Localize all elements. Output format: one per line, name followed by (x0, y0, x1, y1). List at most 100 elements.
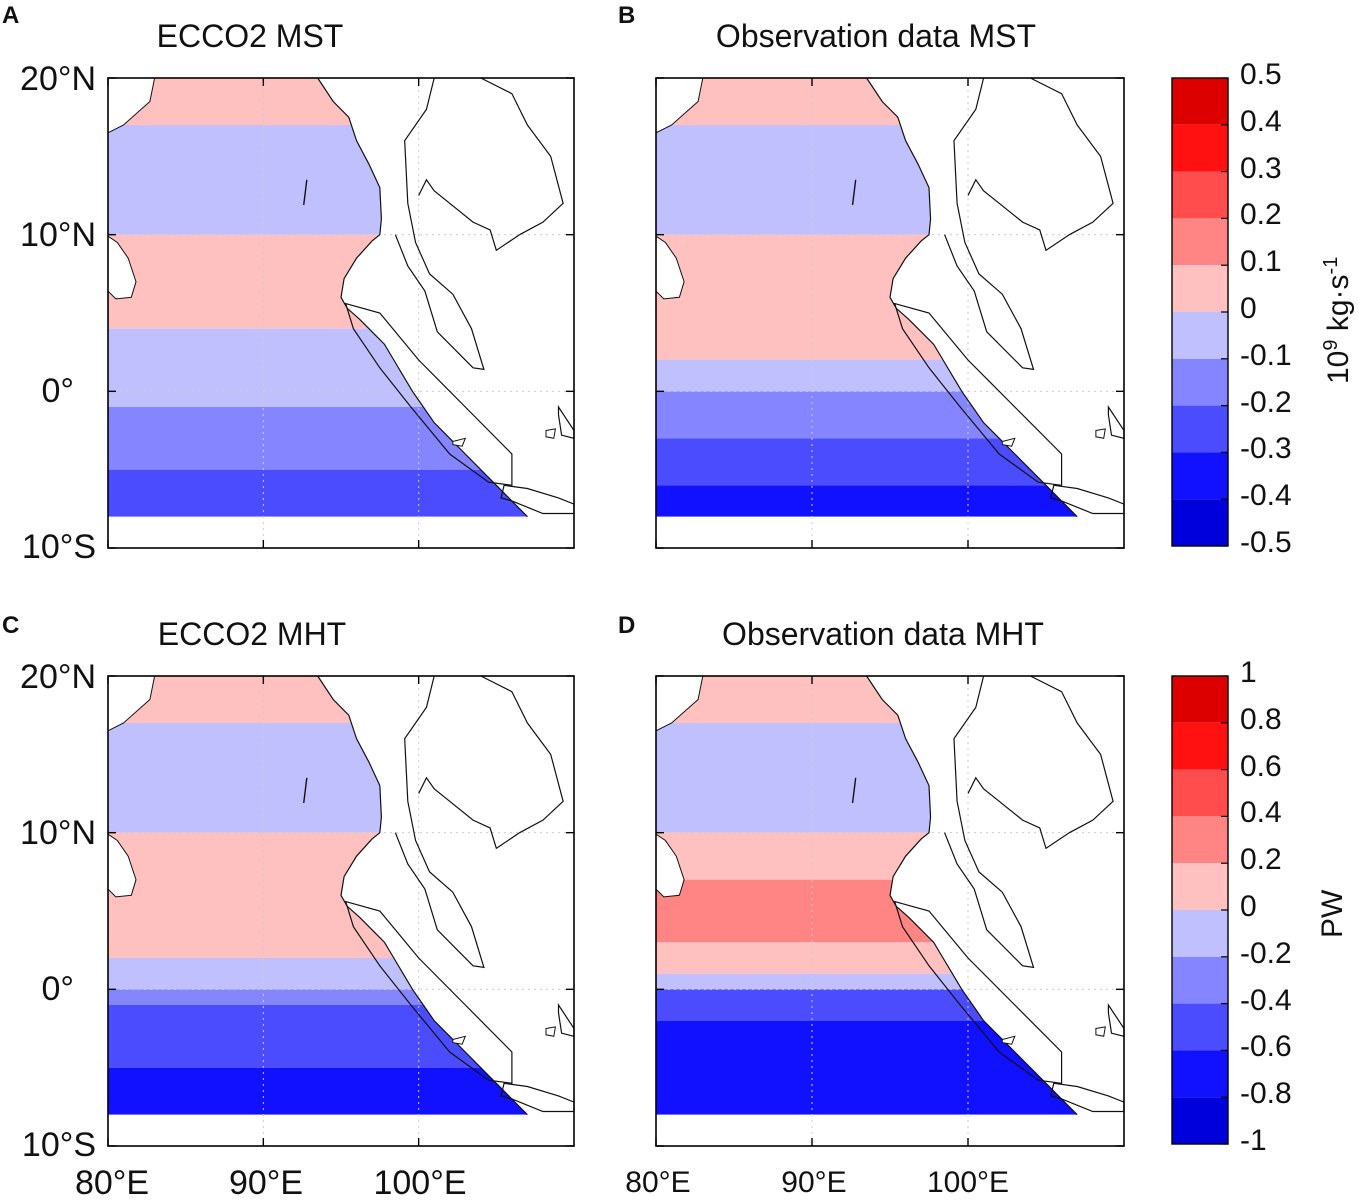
contour-band (656, 676, 1078, 723)
land-patch (108, 833, 137, 898)
colorbar-mht-tick-label: -0.8 (1240, 1077, 1292, 1111)
andaman-islands (851, 179, 857, 205)
contour-band (108, 78, 528, 125)
lat-tick-label: 20°N (20, 658, 96, 696)
borneo-outline (557, 1003, 575, 1038)
contour-band (108, 1005, 528, 1068)
colorbar-mst-segment (1172, 171, 1228, 219)
sumatra-outline (893, 900, 1063, 1084)
contour-band (108, 234, 528, 329)
colorbar-mht-tick-label: -0.2 (1240, 936, 1292, 970)
colorbar-mht-tick-label: 0.6 (1240, 749, 1282, 783)
contour-band (656, 78, 1078, 125)
andaman-islands (851, 777, 857, 803)
colorbar-mst-tick-label: 0.3 (1240, 151, 1282, 185)
island-outline (545, 428, 557, 439)
island-outline (1001, 437, 1016, 447)
colorbar-mst-tick-label: -0.3 (1240, 432, 1292, 466)
colorbar-mht-tick-label: -0.6 (1240, 1030, 1292, 1064)
contour-band (108, 958, 528, 990)
panel-letter-b: B (618, 2, 636, 29)
malay-outline (944, 675, 1035, 969)
colorbar-mht-segment (1172, 1003, 1228, 1051)
colorbar-mst-tick-label: 0.2 (1240, 198, 1282, 232)
map-frame (107, 675, 575, 1147)
colorbar-mht-tick-label: -0.4 (1240, 983, 1292, 1017)
island-outline (452, 1035, 467, 1045)
contour-band (108, 989, 528, 1005)
malay-outline (394, 675, 485, 969)
lat-tick-label: 0° (41, 970, 74, 1008)
map-frame (655, 77, 1125, 549)
contour-band (108, 723, 528, 833)
colorbar-mst-segment (1172, 218, 1228, 266)
lon-tick-label: 100°E (926, 1166, 1010, 1199)
island-outline (1095, 1026, 1106, 1037)
colorbar-mht-segment (1172, 1050, 1228, 1098)
coastline (317, 675, 528, 1116)
colorbar-mst-segment (1172, 499, 1228, 546)
contour-band (108, 328, 528, 407)
contour-band (108, 469, 528, 517)
lat-tick-label: 10°S (21, 528, 96, 566)
island-outline (1095, 428, 1106, 439)
lon-tick-label: 90°E (228, 1164, 304, 1202)
colorbar-mst-segment (1172, 452, 1228, 500)
ocean-field (656, 676, 1078, 1115)
colorbar-mht-tick-label: 0.2 (1240, 843, 1282, 877)
andaman-islands (303, 179, 308, 205)
sumatra-outline (893, 302, 1063, 486)
malay-outline (394, 77, 485, 371)
land-patch (656, 833, 685, 898)
lon-tick-label: 90°E (781, 1166, 847, 1199)
colorbar-mst-tick-label: 0.1 (1240, 245, 1282, 279)
colorbar-mht-tick-label: 0.8 (1240, 702, 1282, 736)
panel-letter-c: C (2, 612, 20, 639)
contour-band (108, 407, 528, 470)
lat-tick-label: 0° (41, 372, 74, 410)
colorbar-mst-tick-label: -0.4 (1240, 479, 1292, 513)
colorbar-mst-segment (1172, 265, 1228, 312)
contour-band (656, 391, 1078, 439)
panel-letter-d: D (618, 612, 636, 639)
colorbar-mst-segment (1172, 312, 1228, 359)
panel-letter-a: A (2, 2, 20, 29)
borneo-outline (557, 405, 575, 440)
land-patch (108, 235, 137, 300)
contour-band (656, 832, 1078, 880)
land-patch (656, 78, 704, 134)
sumatra-outline (344, 900, 513, 1084)
contour-band (108, 125, 528, 235)
colorbar-mst-tick-label: 0.5 (1240, 58, 1282, 91)
colorbar-mht-tick-label: 0.4 (1240, 796, 1282, 830)
contour-band (108, 1067, 528, 1115)
land-patch (108, 676, 156, 732)
island-outline (452, 437, 467, 447)
contour-band (656, 942, 1078, 974)
borneo-outline (1107, 1003, 1125, 1038)
coastline (866, 77, 1078, 518)
sumatra-outline (344, 302, 513, 486)
map-frame (655, 675, 1125, 1147)
lon-tick-label: 100°E (373, 1164, 467, 1202)
island-outline (545, 1026, 557, 1037)
colorbar-mst-tick-label: 0 (1240, 292, 1257, 325)
colorbar-mht-segment (1172, 816, 1228, 864)
colorbar-mst-tick-label: -0.2 (1240, 385, 1292, 419)
colorbar-mst-segment (1172, 78, 1228, 125)
contour-band (656, 485, 1078, 517)
colorbar-mht-segment (1172, 722, 1228, 770)
contour-band (656, 1020, 1078, 1115)
coastline (866, 675, 1078, 1116)
contour-band (656, 360, 1078, 392)
lat-tick-label: 20°N (20, 60, 96, 98)
lon-tick-label: 80°E (74, 1164, 150, 1202)
lat-tick-label: 10°N (20, 814, 96, 852)
colorbar-mht-tick-label: -1 (1240, 1124, 1267, 1157)
colorbar-mht-segment (1172, 769, 1228, 817)
borneo-outline (1107, 405, 1125, 440)
colorbar-mht-segment (1172, 676, 1228, 723)
contour-band (656, 723, 1078, 833)
